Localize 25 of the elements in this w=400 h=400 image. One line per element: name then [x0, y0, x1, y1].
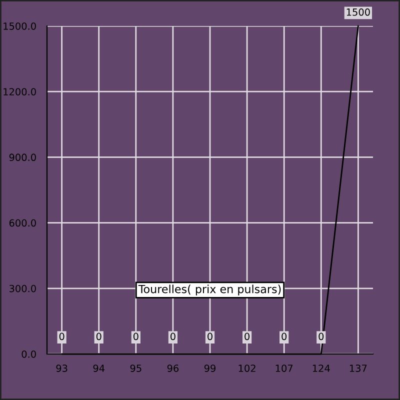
- x-tick-label: 95: [130, 364, 142, 372]
- data-label: 0: [244, 332, 250, 340]
- y-tick-label: 600.0: [9, 219, 36, 227]
- x-tick-label: 96: [167, 364, 179, 372]
- data-label: 0: [170, 332, 176, 340]
- x-tick-label: 102: [238, 364, 256, 372]
- x-tick-label: 93: [56, 364, 68, 372]
- y-tick-label: 300.0: [9, 284, 36, 292]
- x-tick-label: 137: [350, 364, 367, 372]
- x-tick-label: 99: [204, 364, 216, 372]
- x-tick-label: 124: [312, 364, 330, 372]
- data-label: 0: [59, 332, 64, 340]
- y-tick-label: 1200.0: [4, 88, 36, 96]
- data-label: 0: [133, 332, 138, 340]
- data-label: 0: [318, 332, 324, 340]
- x-tick-label: 107: [276, 364, 293, 372]
- x-tick-label: 94: [93, 364, 105, 372]
- data-label: 0: [282, 332, 287, 340]
- data-label: 0: [208, 332, 212, 340]
- y-tick-label: 0.0: [22, 350, 36, 358]
- data-label: 1500: [346, 8, 370, 16]
- annotation: Tourelles( prix en pulsars): [138, 284, 281, 296]
- y-tick-label: 1500.0: [4, 22, 36, 30]
- y-tick-label: 900.0: [9, 154, 36, 162]
- data-label: 0: [96, 332, 102, 340]
